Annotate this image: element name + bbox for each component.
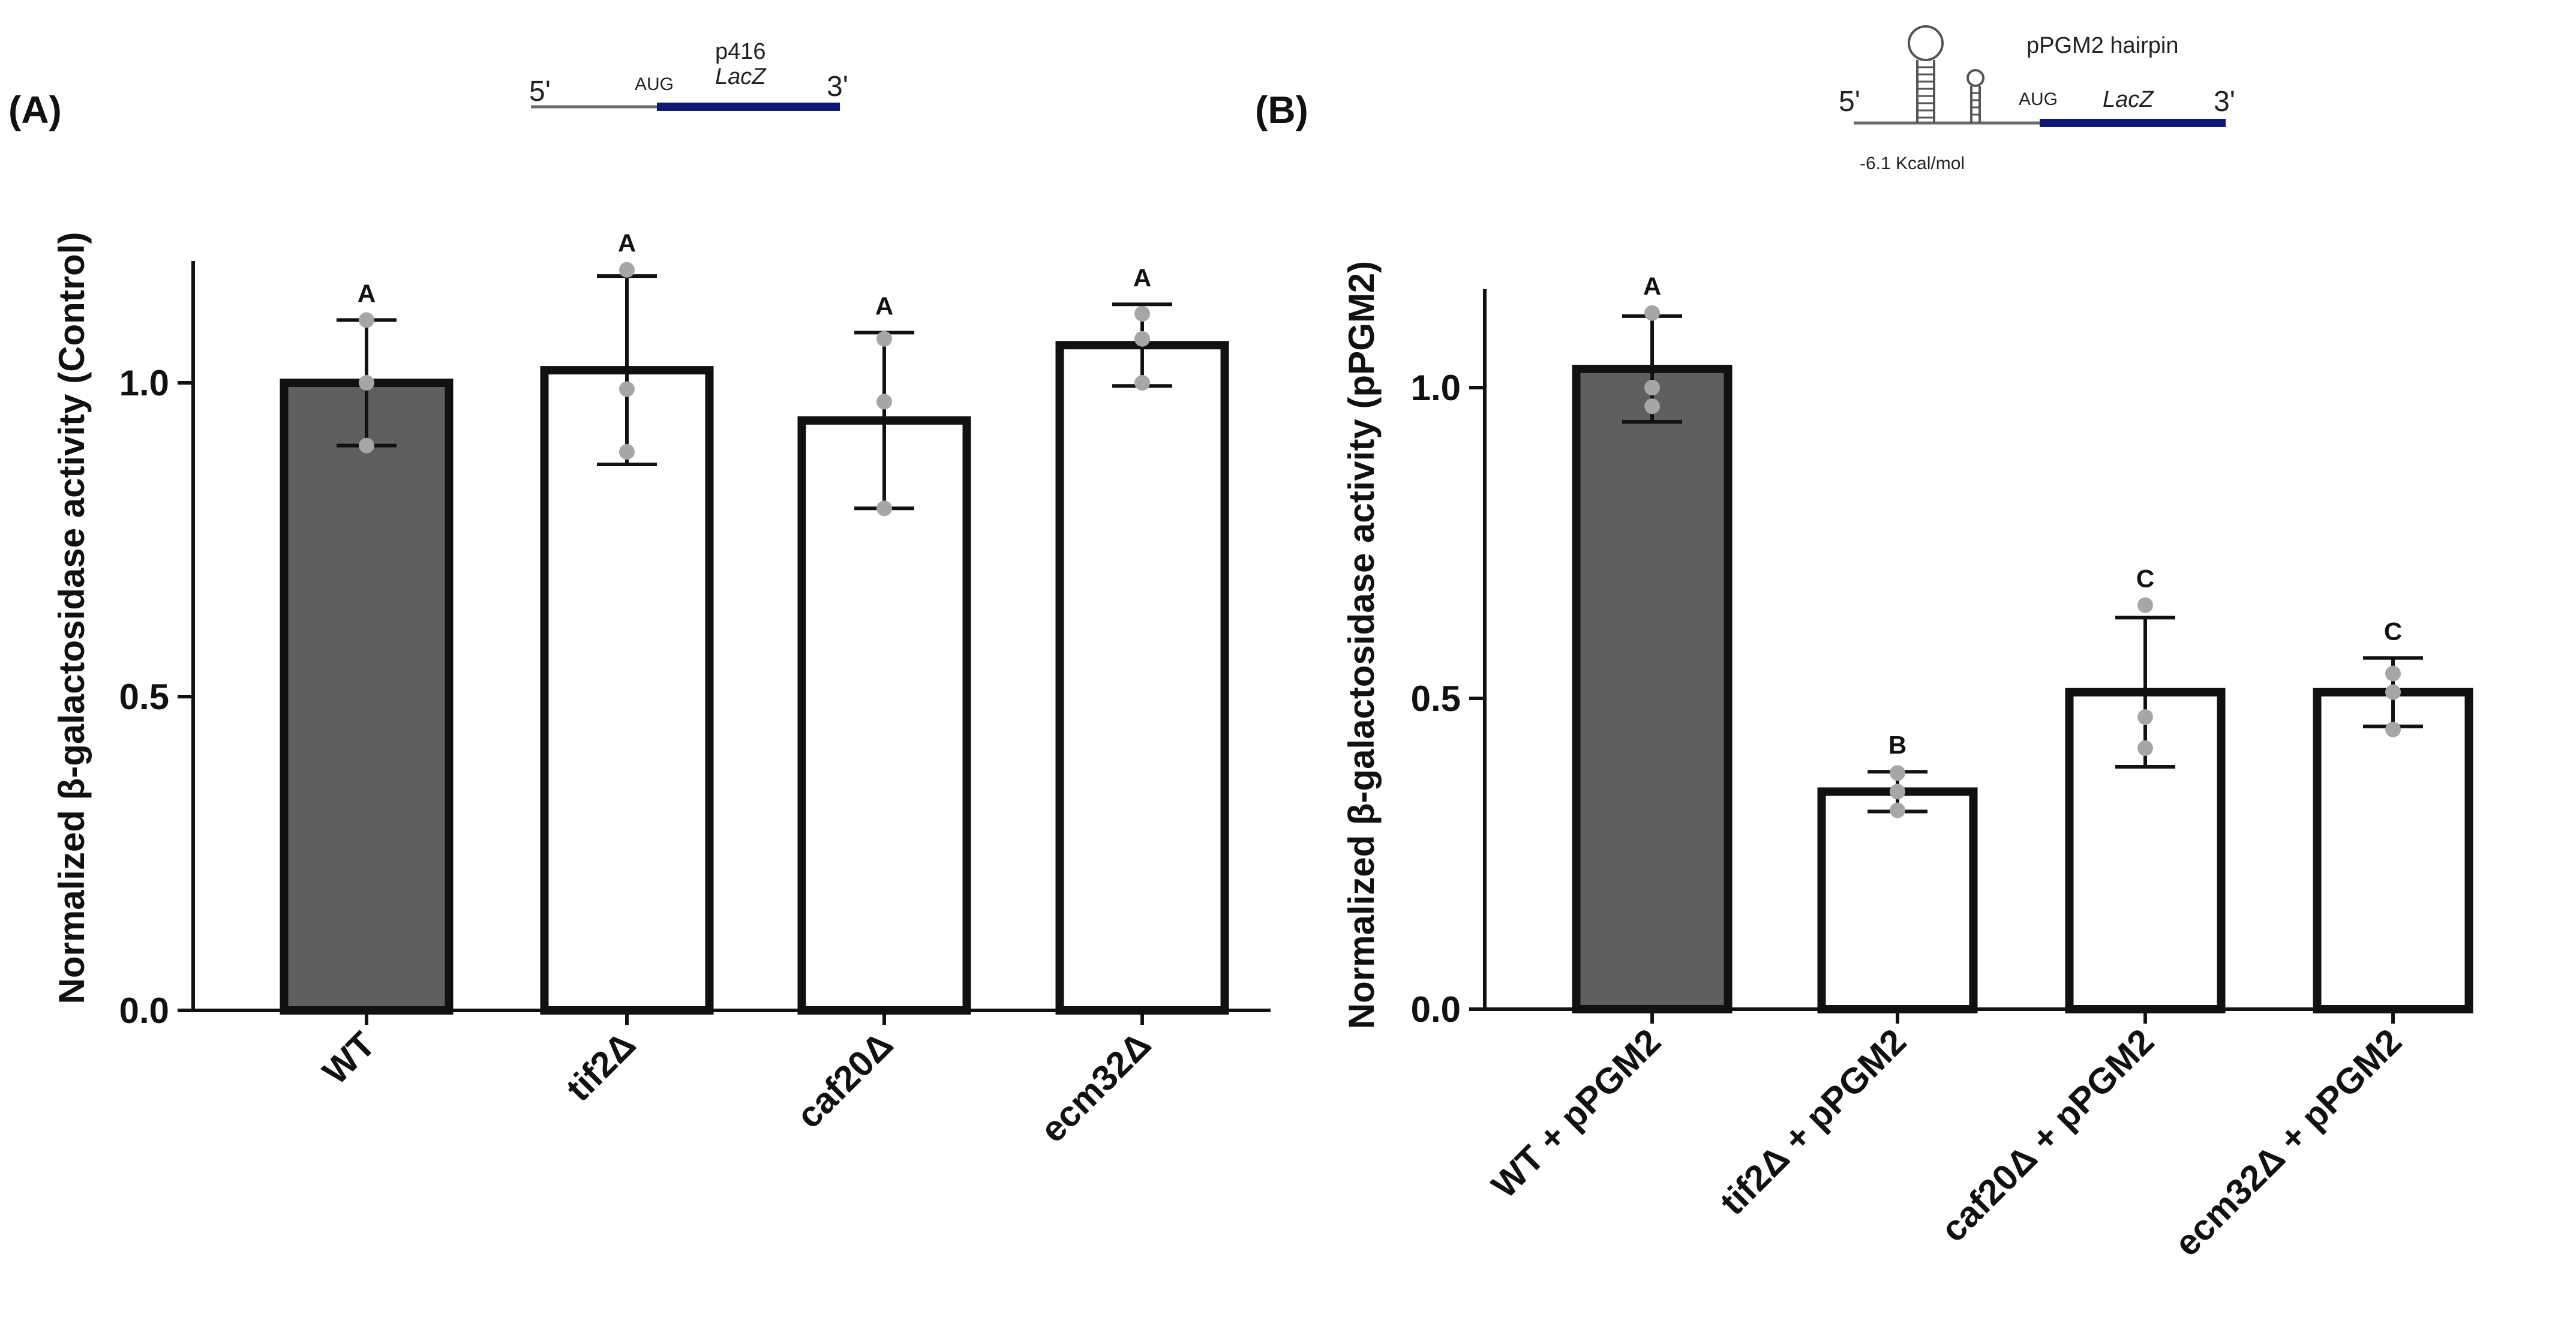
panel-b-data-point: [2137, 740, 2153, 756]
panel-a-significance-letter: A: [358, 279, 376, 307]
panel-b-energy: -6.1 Kcal/mol: [1860, 154, 1965, 173]
panel-b-label: (B): [1255, 88, 1308, 131]
panel-b-significance-letter: A: [1643, 272, 1661, 301]
panel-b-data-point: [2137, 709, 2153, 725]
panel-a-bar: [540, 366, 714, 1015]
panel-b-significance-letter: C: [2384, 617, 2402, 646]
panel-b-bar: [1572, 364, 1733, 1013]
panel-a-data-point: [876, 500, 892, 517]
panel-b-data-point: [2385, 665, 2401, 682]
panel-a-data-point: [619, 262, 635, 278]
panel-a-bar: [797, 416, 971, 1015]
panel-b-data-point: [2137, 597, 2153, 613]
panel-a-data-point: [1134, 305, 1150, 322]
panel-b-hairpin-small-icon: [1966, 69, 1984, 123]
panel-b-gene: LacZ: [2103, 87, 2154, 112]
panel-a-construct: 5' AUG p416 LacZ 3': [529, 39, 848, 111]
panel-b-data-point: [2385, 721, 2401, 737]
panel-b-data-point: [1890, 784, 1905, 800]
panel-a-data-point: [1134, 375, 1150, 391]
panel-b-data-point: [1890, 802, 1905, 818]
panel-b-y-tick-label: 1.0: [1411, 368, 1461, 408]
panel-a-data-point: [1134, 331, 1150, 347]
panel-a-data-point: [359, 375, 374, 391]
panel-a-x-tick-label: caf20Δ: [789, 1024, 900, 1136]
panel-a-label: (A): [8, 88, 62, 131]
panel-b-data-point: [1644, 305, 1660, 321]
panel-b: (B): [1255, 25, 2473, 1264]
panel-b-bar: [1817, 787, 1978, 1014]
panel-b-data-point: [2385, 684, 2401, 700]
panel-b-bar: [2313, 688, 2473, 1013]
panel-a-significance-letter: A: [875, 292, 893, 320]
panel-b-data-point: [1644, 398, 1660, 415]
panel-b-five-prime: 5': [1839, 86, 1860, 118]
panel-a-data-point: [359, 312, 374, 328]
panel-a-data-point: [619, 381, 635, 397]
panel-a-bar: [1055, 341, 1229, 1015]
panel-a-plasmid: p416: [715, 39, 766, 64]
panel-b-three-prime: 3': [2214, 86, 2235, 118]
panel-a-x-tick-label: WT: [315, 1024, 383, 1092]
panel-b-x-tick-label: caf20Δ + pPGM2: [1933, 1021, 2161, 1250]
panel-b-y-tick-label: 0.0: [1411, 989, 1461, 1030]
panel-a-significance-letter: A: [618, 229, 636, 257]
panel-b-bars: A B C C: [1572, 272, 2473, 1014]
panel-b-x-tick-label: ecm32Δ + pPGM2: [2167, 1021, 2409, 1264]
panel-a-y-tick-label: 1.0: [119, 363, 169, 403]
panel-a-x-tick-label: ecm32Δ: [1032, 1024, 1158, 1150]
panel-b-data-point: [1644, 380, 1660, 395]
panel-a-y-tick-label: 0.0: [119, 991, 169, 1031]
panel-a: (A) 5' AUG p416 LacZ 3' Normalized β-gal…: [8, 39, 1271, 1150]
panel-a-x-ticks: WT tif2Δ caf20Δ ecm32Δ: [315, 1010, 1158, 1150]
panel-b-x-ticks: WT + pPGM2 tif2Δ + pPGM2 caf20Δ + pPGM2 ecm…: [1484, 1009, 2409, 1264]
panel-b-hairpin-large-icon: [1908, 25, 1944, 123]
panel-a-y-tick-label: 0.5: [119, 677, 169, 717]
panel-b-significance-letter: B: [1889, 731, 1907, 759]
panel-b-y-axis-label: Normalized β-galactosidase activity (pPG…: [1341, 261, 1382, 1029]
panel-b-significance-letter: C: [2136, 565, 2154, 593]
panel-a-x-tick-label: tif2Δ: [559, 1024, 644, 1109]
panel-a-bar: [280, 379, 454, 1015]
panel-b-data-point: [1890, 765, 1905, 781]
panel-b-aug: AUG: [2019, 89, 2058, 109]
panel-a-data-point: [876, 331, 892, 347]
panel-b-x-tick-label: tif2Δ + pPGM2: [1712, 1021, 1914, 1223]
panel-a-gene: LacZ: [715, 64, 767, 89]
panel-a-y-ticks: 0.0 0.5 1.0: [119, 363, 193, 1031]
panel-a-data-point: [619, 444, 635, 460]
panel-a-y-axis-label: Normalized β-galactosidase activity (Con…: [52, 232, 92, 1004]
panel-a-three-prime: 3': [827, 71, 848, 103]
panel-b-construct: 5' AUG LacZ 3' pPGM2 hairpin -6.1 Kcal/m…: [1839, 25, 2235, 173]
panel-a-data-point: [359, 437, 374, 454]
panel-b-x-tick-label: WT + pPGM2: [1484, 1021, 1668, 1206]
panel-a-data-point: [876, 394, 892, 410]
panel-b-y-tick-label: 0.5: [1411, 679, 1461, 719]
panel-a-five-prime: 5': [529, 76, 551, 107]
panel-a-significance-letter: A: [1133, 263, 1151, 292]
panel-a-bars: A A A A: [280, 229, 1229, 1015]
panel-b-y-ticks: 0.0 0.5 1.0: [1411, 368, 1485, 1030]
panel-a-aug: AUG: [635, 74, 674, 94]
panel-b-construct-title: pPGM2 hairpin: [2026, 33, 2178, 58]
